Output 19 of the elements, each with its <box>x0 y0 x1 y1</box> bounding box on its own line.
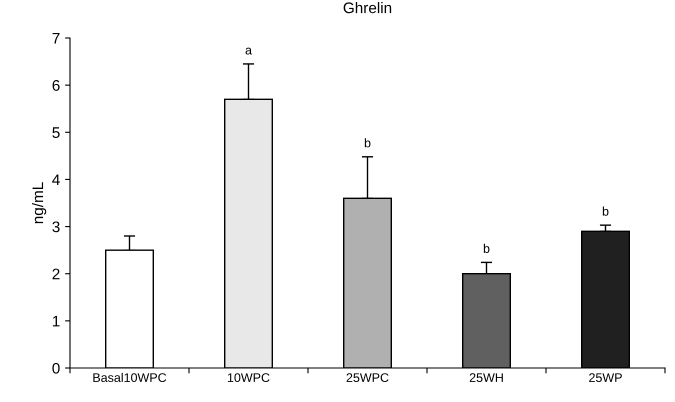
y-tick-label: 4 <box>52 174 60 185</box>
y-tick-label: 6 <box>52 80 60 91</box>
x-tick-label: 25WP <box>589 373 622 382</box>
y-tick-label: 0 <box>52 362 60 374</box>
x-tick-label: 25WPC <box>346 373 389 382</box>
annotation: a <box>246 48 252 55</box>
y-tick-label: 5 <box>52 127 60 138</box>
x-tick-label: 25WH <box>470 373 503 382</box>
y-axis-title: ng/mL <box>32 182 46 224</box>
chart-title: Ghrelin <box>344 2 392 14</box>
x-tick-label: Basal10WPC <box>93 372 166 382</box>
y-tick-label: 7 <box>52 33 60 44</box>
x-tick-label: 10WPC <box>228 373 270 382</box>
annotation: b <box>364 138 370 148</box>
y-tick-label: 1 <box>52 316 60 326</box>
annotation: b <box>484 244 490 253</box>
y-tick-label: 3 <box>52 221 60 232</box>
annotation: b <box>602 206 608 216</box>
y-tick-label: 2 <box>52 268 60 280</box>
